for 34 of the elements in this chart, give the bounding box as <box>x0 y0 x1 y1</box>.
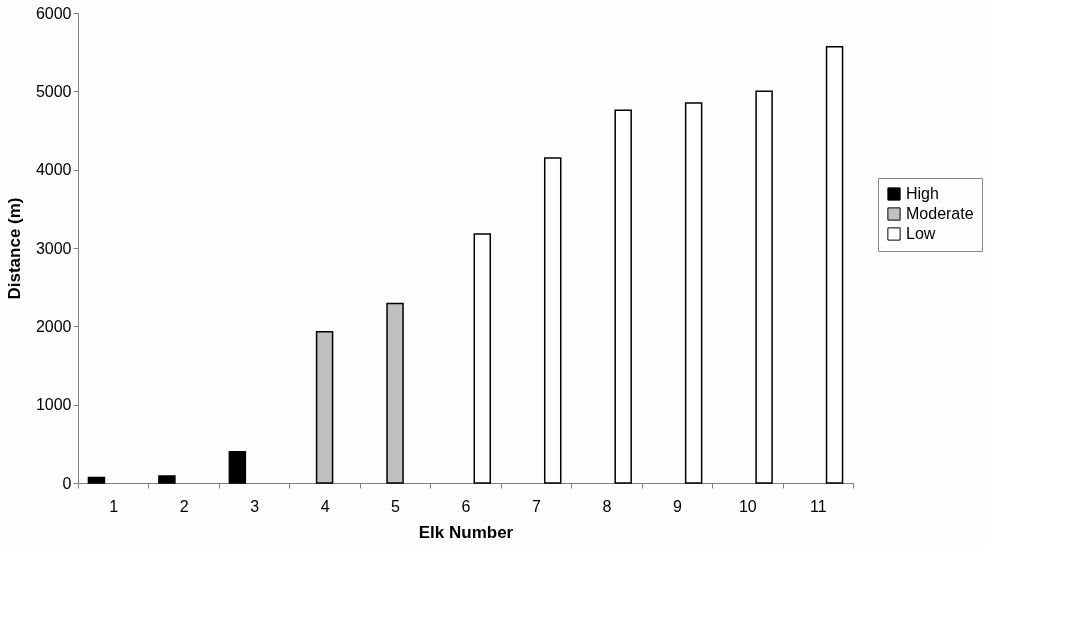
bar <box>755 90 773 484</box>
x-tick-label: 8 <box>602 497 612 515</box>
x-tick-label: 1 <box>109 497 119 515</box>
legend-label: Moderate <box>906 205 974 222</box>
x-tick-label: 10 <box>738 497 757 515</box>
x-tick-label: 6 <box>461 497 471 515</box>
y-tick-label: 6000 <box>35 4 72 22</box>
y-tick-label: 0 <box>62 474 72 492</box>
bar <box>543 157 562 484</box>
bar <box>158 475 176 484</box>
bar <box>315 331 334 484</box>
x-tick-label: 7 <box>532 497 541 515</box>
bar <box>825 45 844 484</box>
bar <box>684 102 703 484</box>
legend-label: High <box>906 185 939 202</box>
x-tick-label: 5 <box>391 497 401 515</box>
bar <box>614 109 632 484</box>
x-axis-title: Elk Number <box>418 522 514 542</box>
bar <box>87 476 106 484</box>
y-tick-label: 3000 <box>35 239 72 257</box>
x-tick-label: 4 <box>320 497 330 515</box>
y-tick-label: 2000 <box>35 317 72 335</box>
y-tick-label: 1000 <box>35 396 72 414</box>
x-tick-label: 3 <box>250 497 260 515</box>
bar <box>386 302 404 484</box>
y-tick-label: 4000 <box>35 161 72 179</box>
bar <box>473 233 492 484</box>
bar <box>228 450 247 484</box>
y-tick-label: 5000 <box>35 82 72 100</box>
x-tick-label: 11 <box>809 497 827 515</box>
x-tick-label: 2 <box>179 497 189 515</box>
y-axis-title: Distance (m) <box>4 197 24 300</box>
legend-label: Low <box>906 225 936 242</box>
x-tick-label: 9 <box>672 497 682 515</box>
